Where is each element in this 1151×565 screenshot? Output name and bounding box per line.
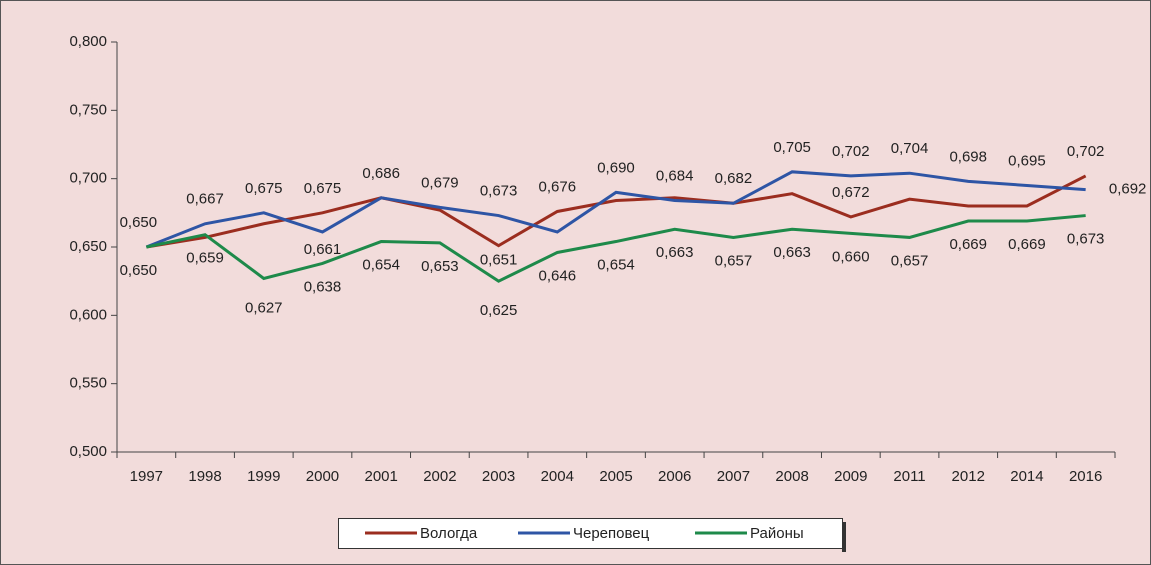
- data-label: 0,669: [949, 236, 987, 253]
- x-tick-label: 2009: [834, 468, 867, 485]
- y-tick-label: 0,750: [69, 101, 107, 118]
- data-label: 0,651: [480, 252, 518, 269]
- data-label: 0,704: [891, 140, 929, 157]
- data-label: 0,673: [1067, 231, 1105, 248]
- data-label: 0,663: [773, 244, 811, 261]
- data-label: 0,659: [186, 250, 224, 267]
- data-label: 0,654: [362, 257, 400, 274]
- data-label: 0,625: [480, 302, 518, 319]
- x-tick-label: 1998: [188, 468, 221, 485]
- data-label: 0,702: [1067, 143, 1105, 160]
- data-label: 0,675: [245, 180, 283, 197]
- data-label: 0,672: [832, 184, 870, 201]
- data-label: 0,657: [715, 252, 753, 269]
- x-tick-label: 2012: [952, 468, 985, 485]
- y-tick-label: 0,650: [69, 238, 107, 255]
- x-tick-label: 2001: [364, 468, 397, 485]
- line-series: [146, 214, 1086, 283]
- data-label: 0,705: [773, 139, 811, 156]
- data-label: 0,663: [656, 244, 694, 261]
- data-label: 0,646: [539, 267, 577, 284]
- data-label: 0,682: [715, 170, 753, 187]
- data-label: 0,690: [597, 159, 635, 176]
- x-tick-label: 2000: [306, 468, 339, 485]
- x-tick-label: 2016: [1069, 468, 1102, 485]
- data-label: 0,660: [832, 248, 870, 265]
- data-label: 0,669: [1008, 236, 1046, 253]
- legend-shadow: [842, 522, 846, 552]
- x-tick-label: 2007: [717, 468, 750, 485]
- x-tick-label: 2011: [893, 468, 925, 485]
- y-tick-label: 0,700: [69, 170, 107, 187]
- y-tick-label: 0,600: [69, 306, 107, 323]
- x-tick-label: 1999: [247, 468, 280, 485]
- y-tick-label: 0,800: [69, 33, 107, 50]
- data-label: 0,661: [304, 241, 342, 258]
- data-label: 0,650: [120, 262, 158, 279]
- x-tick-label: 2006: [658, 468, 691, 485]
- legend-box: [338, 518, 843, 549]
- data-label: 0,657: [891, 252, 929, 269]
- legend-label: Вологда: [420, 525, 478, 542]
- y-tick-label: 0,550: [69, 375, 107, 392]
- data-label: 0,702: [832, 143, 870, 160]
- data-label: 0,667: [186, 191, 224, 208]
- data-label: 0,692: [1109, 181, 1147, 198]
- x-tick-label: 2008: [775, 468, 808, 485]
- data-label: 0,695: [1008, 152, 1046, 169]
- x-tick-label: 2005: [599, 468, 632, 485]
- x-tick-label: 2002: [423, 468, 456, 485]
- legend-label: Череповец: [573, 525, 650, 542]
- legend-label: Районы: [750, 525, 804, 542]
- data-label: 0,654: [597, 257, 635, 274]
- data-label: 0,673: [480, 183, 518, 200]
- x-tick-label: 2004: [541, 468, 574, 485]
- data-label: 0,627: [245, 299, 283, 316]
- data-label: 0,698: [949, 148, 987, 165]
- data-label: 0,676: [539, 178, 577, 195]
- data-label: 0,650: [120, 214, 158, 231]
- x-tick-label: 2003: [482, 468, 515, 485]
- data-label: 0,679: [421, 174, 459, 191]
- data-label: 0,686: [362, 165, 400, 182]
- data-label: 0,684: [656, 168, 694, 185]
- data-label: 0,675: [304, 180, 342, 197]
- y-tick-label: 0,500: [69, 443, 107, 460]
- data-label: 0,653: [421, 258, 459, 275]
- line-series: [146, 174, 1087, 249]
- data-label: 0,638: [304, 278, 342, 295]
- legend: Вологда Череповец Районы: [338, 518, 846, 552]
- line-series: [145, 170, 1086, 249]
- x-tick-label: 2014: [1010, 468, 1043, 485]
- x-tick-label: 1997: [130, 468, 163, 485]
